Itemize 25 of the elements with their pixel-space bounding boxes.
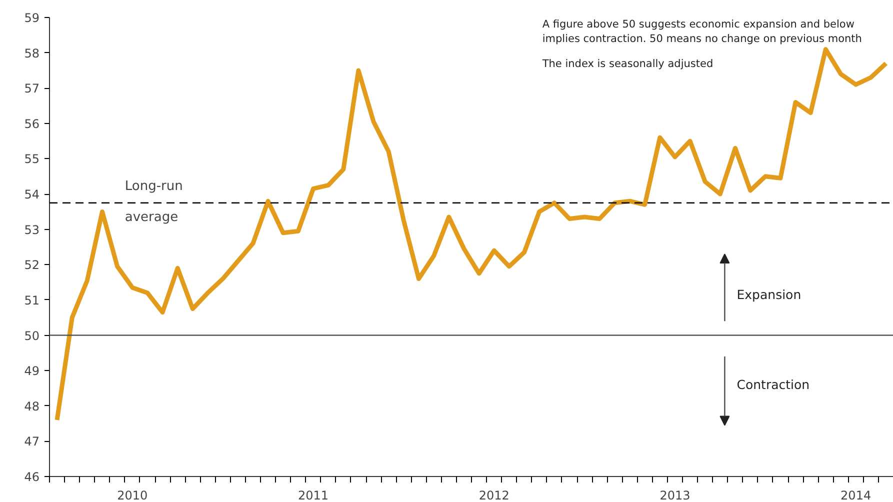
y-tick-label: 57 [24,82,40,96]
annotation: Expansion [736,287,802,302]
annotation: A figure above 50 suggests economic expansion and below implies contraction. 50 means no change on previous month [542,18,862,45]
text: Long-run average [124,179,183,225]
y-tick-label: 49 [24,364,40,378]
y-tick-label: 46 [24,470,40,484]
y-tick-label: 55 [24,152,40,166]
y-tick-label: 56 [24,116,40,131]
y-tick-label: 50 [24,328,40,343]
x-tick-label: 2013 [660,488,690,502]
x-tick-label: 2014 [840,488,872,502]
x-tick-label: 2011 [298,488,329,502]
y-tick-label: 47 [24,434,40,449]
annotation: Contraction [736,377,810,392]
y-tick-label: 59 [24,11,40,25]
y-tick-label: 51 [24,293,40,308]
y-tick-label: 53 [24,222,40,237]
x-tick-label: 2010 [117,488,148,502]
line-series [54,47,888,422]
y-tick-label: 52 [24,258,40,272]
x-tick-label: 2012 [478,488,510,502]
y-tick-label: 58 [24,46,40,60]
annotation: The index is seasonally adjusted [541,58,714,70]
y-tick-label: 54 [24,188,40,202]
y-tick-label: 48 [24,399,40,414]
